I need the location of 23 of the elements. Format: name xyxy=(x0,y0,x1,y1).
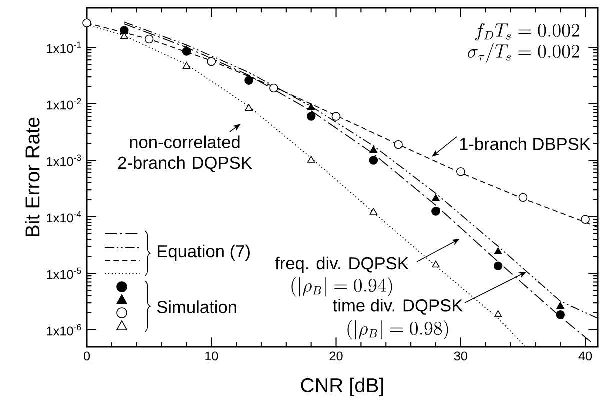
y-tick-label: 1x10$^{-3}$ xyxy=(47,154,82,166)
annotation: $f_D T_s = 0.002$ xyxy=(475,23,580,41)
annotation: Equation (7) xyxy=(158,244,250,262)
annotation: $\sigma_\tau / T_s = 0.002$ xyxy=(468,43,580,63)
y-tick-label: 1x10$^{-6}$ xyxy=(47,324,82,336)
y-tick-label: 1x10$^{-4}$ xyxy=(47,211,82,223)
x-tick-label: 30 xyxy=(454,352,468,361)
x-tick-label: 0 xyxy=(84,352,90,361)
x-tick-label: 40 xyxy=(578,352,592,361)
y-axis-title: Bit Error Rate xyxy=(25,118,40,236)
y-tick-label: 1x10$^{-5}$ xyxy=(47,268,82,280)
annotation: freq. div. DQPSK xyxy=(275,256,409,274)
annotation: time div. DQPSK xyxy=(333,299,463,315)
x-axis-title: CNR [dB] xyxy=(301,378,384,396)
annotation: non-correlated 2-branch DQPSK xyxy=(118,136,252,172)
annotation: 1-branch DBPSK xyxy=(460,138,591,150)
y-tick-label: 1x10$^{-2}$ xyxy=(47,98,82,110)
x-tick-label: 10 xyxy=(206,352,218,361)
x-tick-label: 20 xyxy=(330,352,343,361)
y-tick-label: 1x10$^{-1}$ xyxy=(47,42,82,54)
annotation: $(|\rho_B| = 0.94)$ xyxy=(292,277,392,297)
annotation: $(|\rho_B| = 0.98)$ xyxy=(348,320,448,340)
annotation: Simulation xyxy=(157,300,236,314)
